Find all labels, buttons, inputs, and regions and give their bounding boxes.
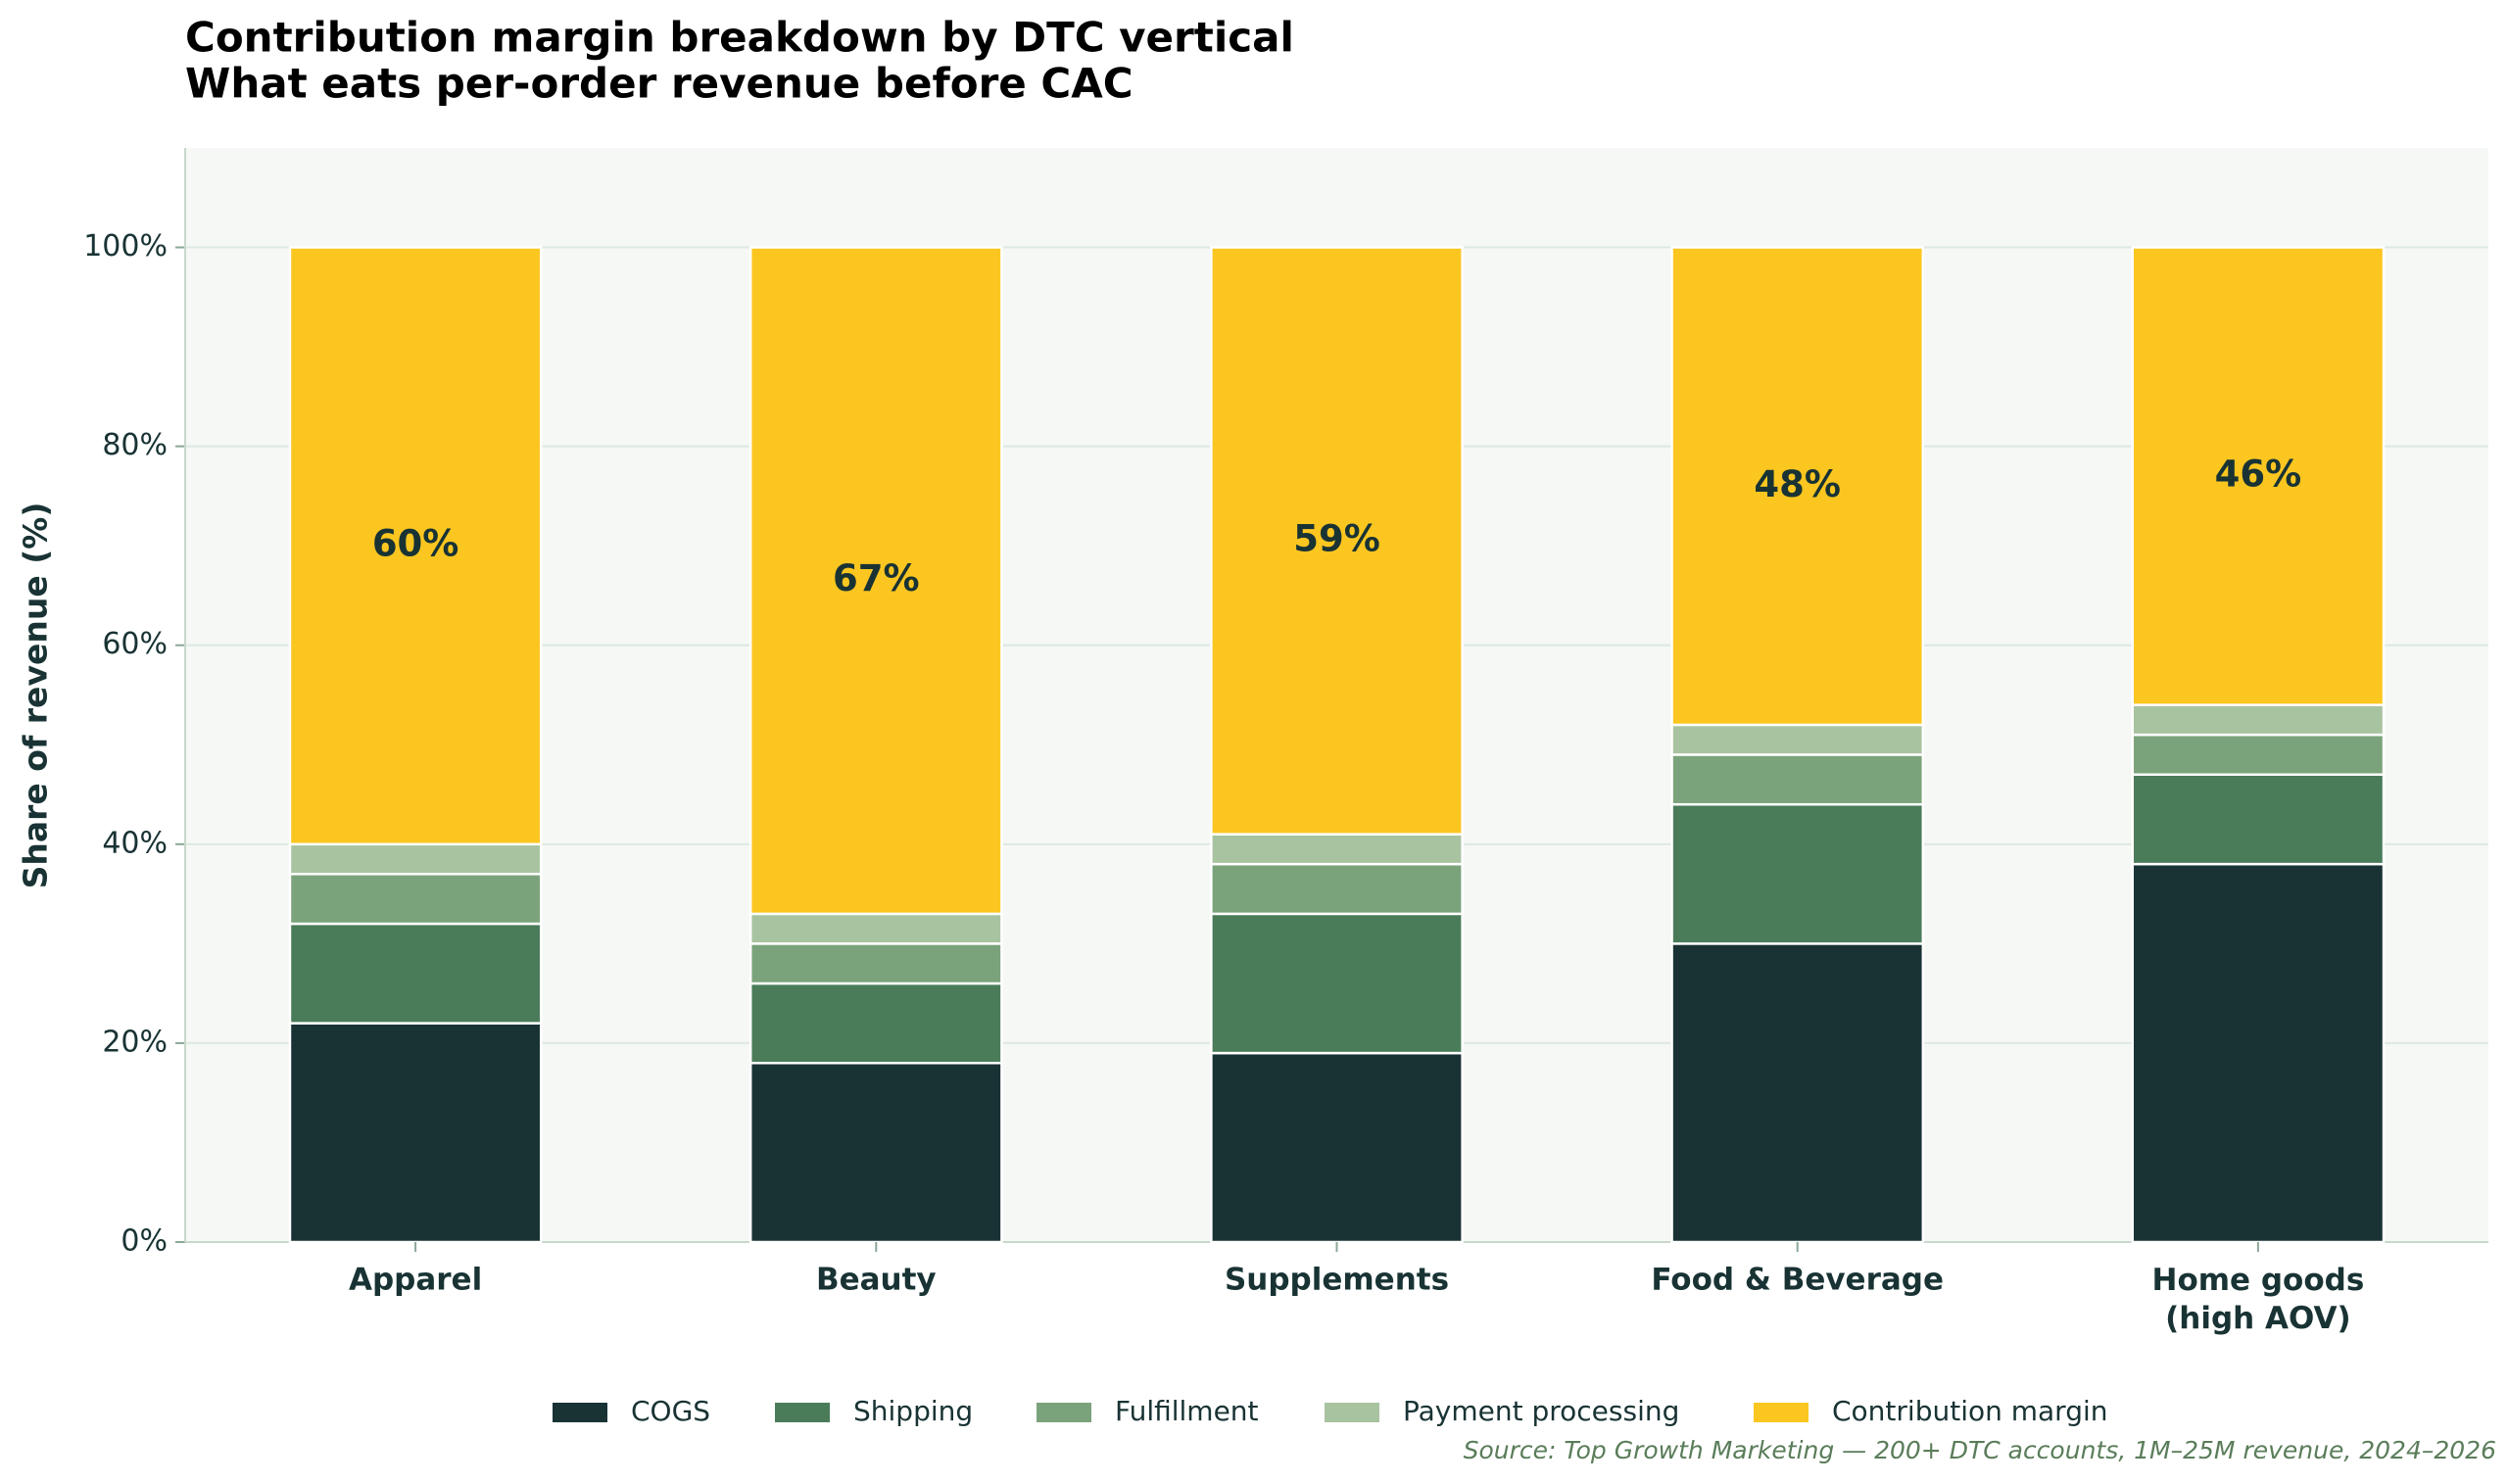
bar-segment (2131, 733, 2386, 776)
legend-swatch (1037, 1403, 1091, 1422)
legend-label: COGS (631, 1395, 710, 1427)
value-label: 48% (1754, 463, 1841, 505)
bar-segment (288, 922, 543, 1025)
bar-segment (748, 1061, 1003, 1244)
bar-segment (1670, 753, 1925, 806)
bar-segment (2131, 773, 2386, 866)
y-tick-label: 20% (102, 1025, 168, 1059)
bar-segment (1670, 802, 1925, 945)
bar-segment (1670, 942, 1925, 1244)
value-label: 59% (1293, 518, 1380, 560)
bar-segment (1210, 862, 1464, 916)
bar-segment (748, 981, 1003, 1065)
y-tick-label: 100% (83, 229, 168, 263)
legend-swatch (775, 1403, 830, 1422)
value-label: 46% (2215, 454, 2302, 496)
chart-subtitle: What eats per-order revenue before CAC (185, 60, 1133, 108)
y-tick-label: 40% (102, 826, 168, 860)
legend-label: Payment processing (1403, 1395, 1679, 1427)
value-label: 67% (833, 557, 920, 599)
y-axis-label: Share of revenue (%) (17, 503, 55, 889)
bar-segment (748, 246, 1003, 916)
x-tick-label: Apparel (349, 1263, 482, 1298)
bar-segment (2131, 862, 2386, 1244)
x-tick-label: Beauty (816, 1263, 937, 1298)
y-tick-label: 60% (102, 627, 168, 661)
bar-segment (748, 942, 1003, 985)
bar-segment (1210, 912, 1464, 1055)
legend-swatch (1325, 1403, 1379, 1422)
x-tick-label-line: Home goods (2152, 1263, 2365, 1298)
x-tick-label-line: (high AOV) (2165, 1301, 2351, 1336)
bar-segment (1210, 246, 1464, 836)
bar-segment (288, 246, 543, 846)
value-label: 60% (372, 523, 459, 565)
legend-label: Contribution margin (1832, 1395, 2108, 1427)
y-tick-label: 80% (102, 428, 168, 462)
bar-segment (1670, 723, 1925, 756)
x-tick-label: Home goods (high AOV) (2152, 1263, 2365, 1336)
legend-label: Fulfillment (1115, 1395, 1259, 1427)
bar-segment (748, 912, 1003, 945)
bar-segment (2131, 703, 2386, 737)
bar-segment (1210, 1051, 1464, 1244)
y-tick-label: 0% (121, 1224, 168, 1259)
bar-segment (2131, 246, 2386, 706)
x-tick-label: Supplements (1225, 1263, 1449, 1298)
bar-segment (288, 842, 543, 876)
source-note: Source: Top Growth Marketing — 200+ DTC … (1464, 1436, 2496, 1464)
bar-segment (1670, 246, 1925, 727)
legend-swatch (1754, 1403, 1809, 1422)
bar-segment (288, 1022, 543, 1244)
bar-segment (288, 873, 543, 926)
chart-title: Contribution margin breakdown by DTC ver… (185, 14, 1294, 62)
x-tick-label: Food & Beverage (1651, 1263, 1944, 1298)
bar-segment (1210, 833, 1464, 866)
legend-swatch (553, 1403, 607, 1422)
legend-label: Shipping (853, 1395, 973, 1427)
